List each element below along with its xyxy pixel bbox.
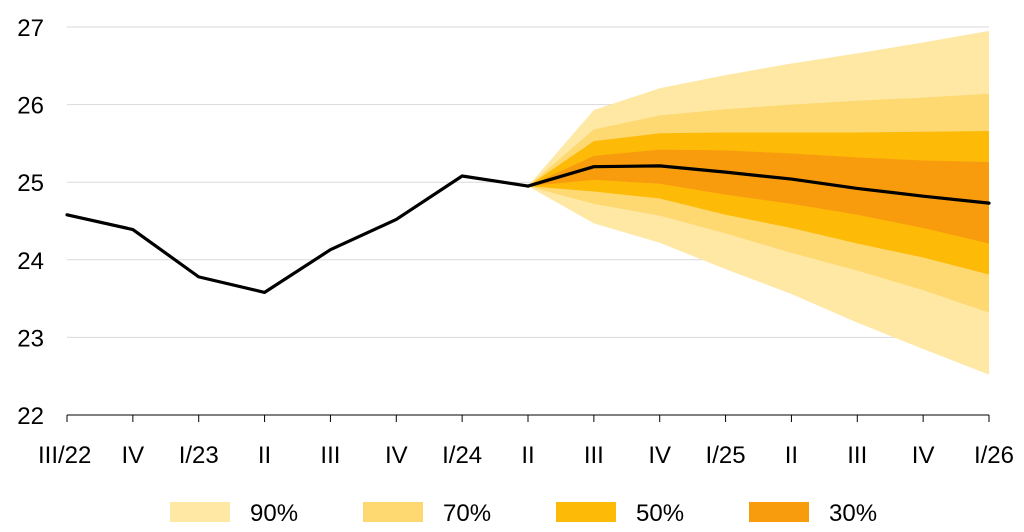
x-tick-label: IV <box>648 442 671 469</box>
x-tick-label: I/23 <box>179 442 219 469</box>
legend: 90% 70% 50% 30% <box>170 500 877 527</box>
x-tick-label: III <box>584 442 604 469</box>
legend-swatch <box>170 502 230 522</box>
x-tick-label: I/24 <box>442 442 482 469</box>
x-tick-label: IV <box>385 442 408 469</box>
y-tick-label: 25 <box>17 170 44 197</box>
legend-swatch <box>363 502 423 522</box>
x-tick-label: III <box>320 442 340 469</box>
x-tick-label: II <box>521 442 534 469</box>
y-tick-label: 24 <box>17 248 44 275</box>
legend-item: 70% <box>363 500 491 527</box>
y-tick-label: 26 <box>17 93 44 120</box>
legend-label: 30% <box>829 500 877 527</box>
x-tick-label: III <box>847 442 867 469</box>
band-30pct <box>528 149 989 244</box>
x-tick-label: I/25 <box>706 442 746 469</box>
legend-item: 90% <box>170 500 298 527</box>
y-axis-tick-labels: 22 23 24 25 26 27 <box>17 15 44 430</box>
x-tick-label: II <box>258 442 271 469</box>
legend-label: 90% <box>250 500 298 527</box>
x-axis: III/22 IV I/23 II III IV I/24 II III IV I/25 II III I… <box>38 414 1014 469</box>
legend-label: 70% <box>443 500 491 527</box>
legend-swatch <box>749 502 809 522</box>
series-line-forecast <box>526 164 991 205</box>
y-tick-label: 23 <box>17 325 44 352</box>
x-tick-label: IV <box>912 442 935 469</box>
x-tick-label: II <box>785 442 798 469</box>
x-tick-label: I/26 <box>974 442 1014 469</box>
legend-item: 50% <box>556 500 684 527</box>
forecast-bands <box>528 30 989 375</box>
series-line-history <box>65 174 530 294</box>
y-tick-label: 27 <box>17 15 44 42</box>
y-tick-label: 22 <box>17 403 44 430</box>
x-tick-label: III/22 <box>38 442 91 469</box>
series-lines <box>65 164 991 294</box>
x-tick-label: IV <box>122 442 145 469</box>
legend-item: 30% <box>749 500 877 527</box>
legend-swatch <box>556 502 616 522</box>
legend-label: 50% <box>636 500 684 527</box>
